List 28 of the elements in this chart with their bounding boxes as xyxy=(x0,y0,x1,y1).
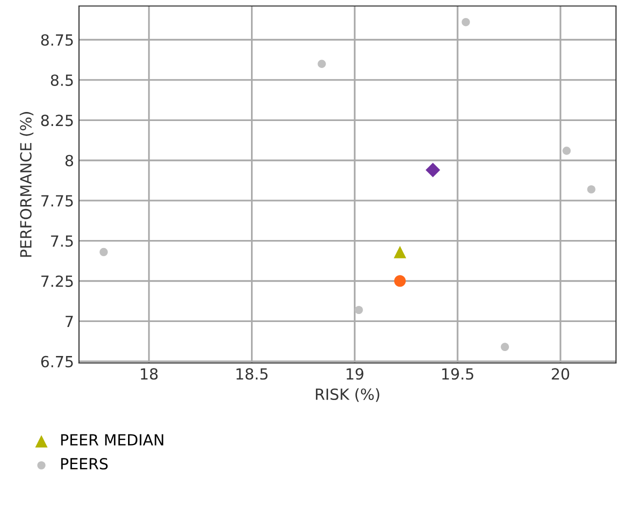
y-tick-label: 8.75 xyxy=(41,34,73,46)
y-tick-label: 7.75 xyxy=(41,195,73,207)
y-tick-label: 8.25 xyxy=(41,114,73,126)
point xyxy=(354,306,363,314)
x-tick-label: 18 xyxy=(140,368,158,380)
point xyxy=(318,60,326,68)
y-axis-title: PERFORMANCE (%) xyxy=(20,112,34,257)
y-tick-label: 7.5 xyxy=(51,235,73,247)
x-tick-label: 18.5 xyxy=(236,368,268,380)
y-tick-label: 8 xyxy=(65,154,74,166)
x-tick-label: 19 xyxy=(346,368,364,380)
legend-label: PEER MEDIAN xyxy=(61,434,164,446)
y-tick-label: 8.5 xyxy=(50,74,73,86)
legend-label: PEERS xyxy=(61,458,108,470)
point xyxy=(394,275,406,287)
point xyxy=(562,146,571,155)
point xyxy=(100,248,108,256)
point xyxy=(500,342,510,352)
x-tick-label: 20 xyxy=(552,368,570,380)
point xyxy=(587,185,596,194)
x-axis-title: RISK (%) xyxy=(316,388,380,402)
point xyxy=(394,246,406,258)
point xyxy=(462,18,470,26)
x-tick-label: 19.5 xyxy=(442,368,474,380)
y-tick-label: 6.75 xyxy=(41,356,73,368)
y-tick-label: 7 xyxy=(66,316,73,327)
y-tick-label: 7.25 xyxy=(41,275,73,288)
point xyxy=(426,162,440,178)
